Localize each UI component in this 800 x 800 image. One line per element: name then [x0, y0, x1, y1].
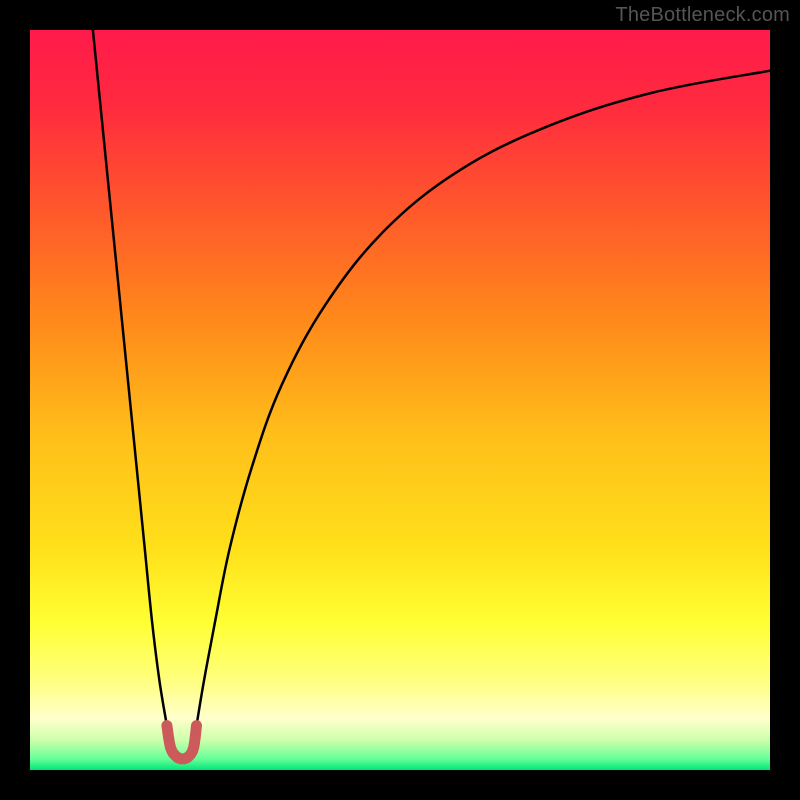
gradient-background	[30, 30, 770, 770]
chart-container: TheBottleneck.com	[0, 0, 800, 800]
bottleneck-curve-plot	[0, 0, 800, 800]
watermark-text: TheBottleneck.com	[615, 4, 790, 27]
